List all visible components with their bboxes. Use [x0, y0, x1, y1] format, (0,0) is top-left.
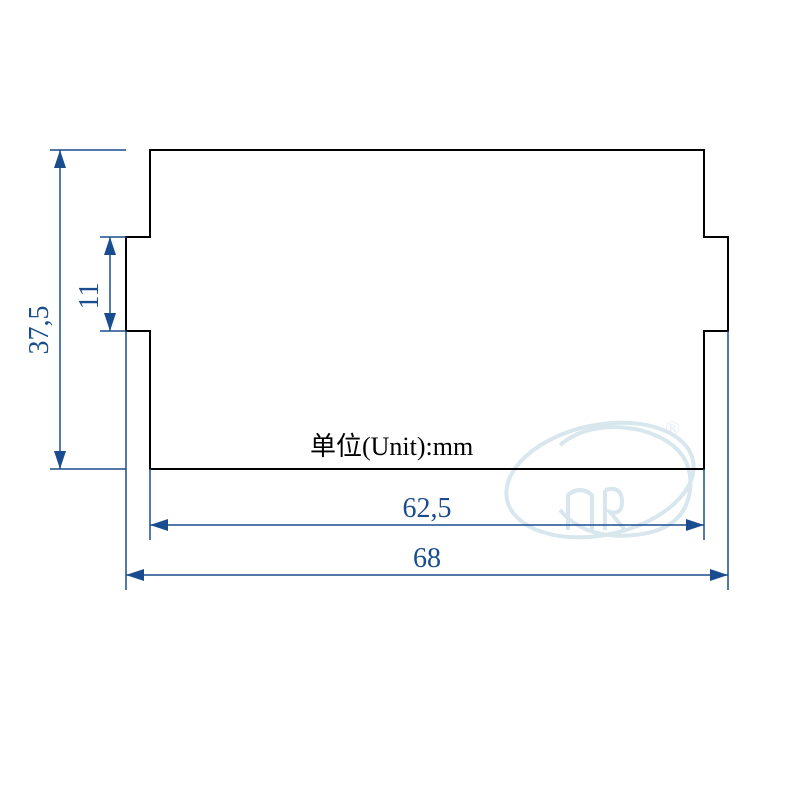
technical-drawing: ® 37,5 11 单位(Unit):mm 62,5	[0, 0, 800, 800]
dim-width-inner-label: 62,5	[403, 493, 452, 524]
dim-height-overall-label: 37,5	[24, 306, 55, 355]
dim-notch-height-label: 11	[74, 283, 105, 310]
dim-width-overall-label: 68	[413, 543, 441, 574]
svg-text:®: ®	[665, 418, 680, 440]
profile-outline	[126, 150, 728, 469]
dim-notch-height: 11	[74, 237, 126, 331]
unit-label: 单位(Unit):mm	[310, 432, 473, 461]
watermark-logo: ®	[496, 406, 705, 553]
